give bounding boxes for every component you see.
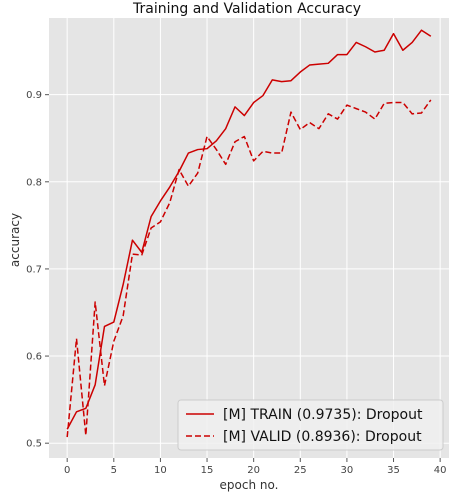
- x-axis-label: epoch no.: [220, 478, 279, 492]
- y-tick-label: 0.9: [26, 90, 42, 101]
- x-tick-label: 5: [111, 465, 117, 476]
- x-tick-label: 35: [387, 465, 400, 476]
- legend-box: [177, 399, 444, 451]
- x-tick-label: 10: [154, 465, 167, 476]
- valid-series-line: [66, 99, 432, 438]
- y-tick-label: 0.6: [26, 352, 42, 363]
- y-tick-label: 0.8: [26, 177, 42, 188]
- legend: [M] TRAIN (0.9735): Dropout [M] VALID (0.…: [177, 399, 444, 451]
- chart-title: Training and Validation Accuracy: [132, 1, 361, 17]
- plot-area: [49, 18, 449, 458]
- x-tick-label: 40: [434, 465, 447, 476]
- y-tick-label: 0.7: [26, 264, 42, 275]
- legend-label: [M] TRAIN (0.9735): Dropout: [223, 407, 423, 423]
- x-tick-label: 20: [247, 465, 260, 476]
- x-tick-label: 25: [294, 465, 307, 476]
- y-axis-label: accuracy: [8, 213, 22, 267]
- x-tick-label: 15: [201, 465, 214, 476]
- legend-label: [M] VALID (0.8936): Dropout: [223, 429, 422, 445]
- y-tick-label: 0.5: [26, 439, 42, 450]
- train-series-line: [66, 29, 432, 430]
- x-tick-label: 30: [341, 465, 354, 476]
- x-tick-label: 0: [64, 465, 70, 476]
